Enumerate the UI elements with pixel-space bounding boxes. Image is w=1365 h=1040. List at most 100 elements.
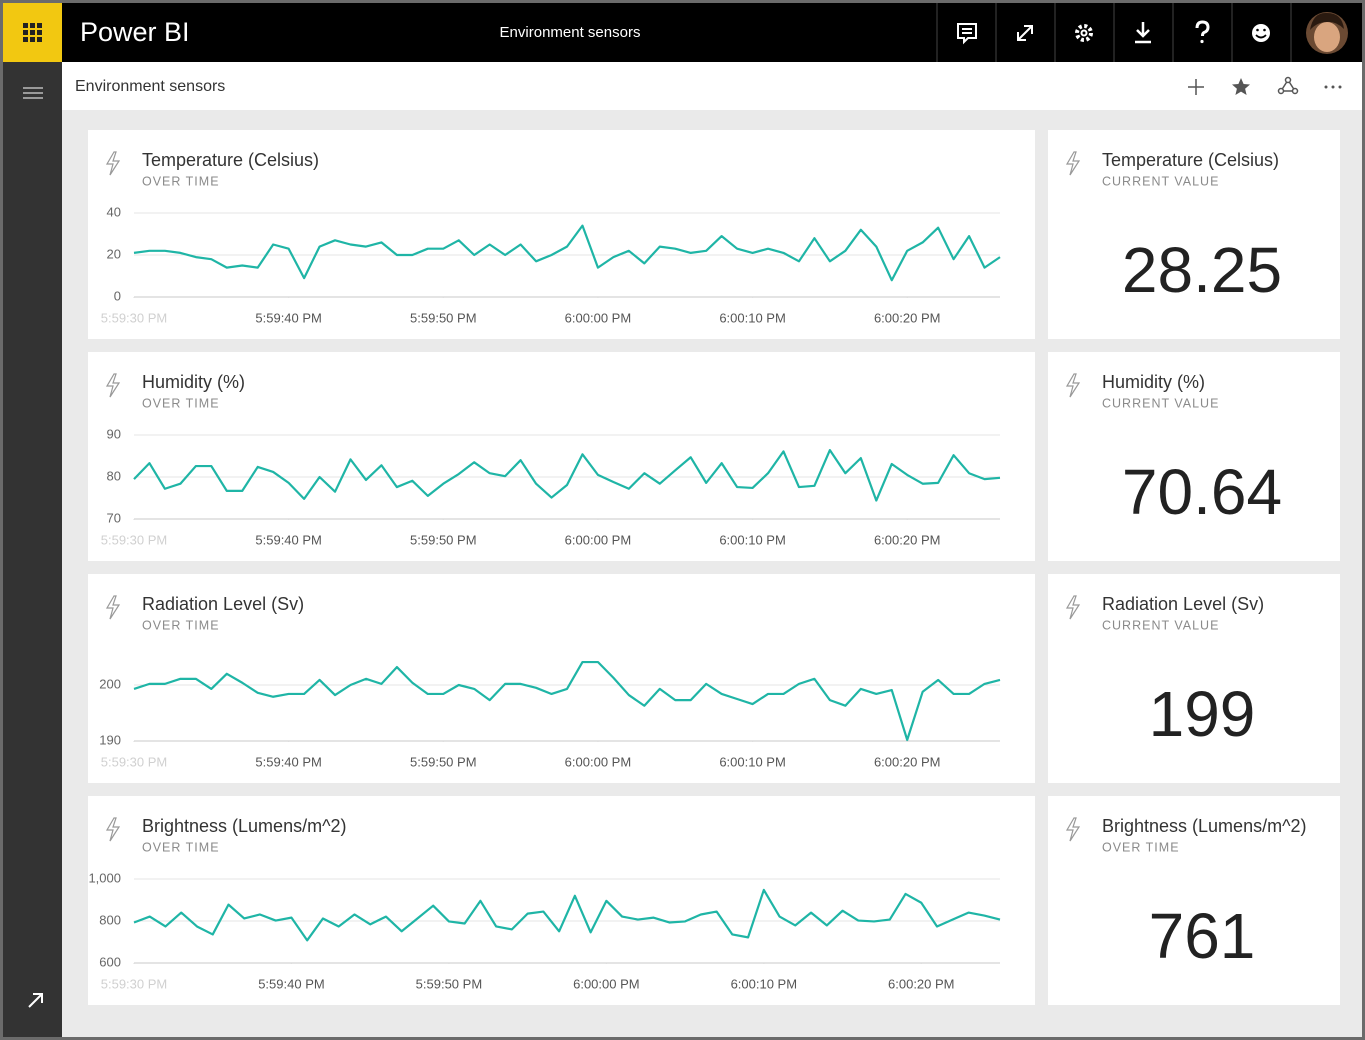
- download-icon[interactable]: [1135, 22, 1151, 44]
- action-bar: [62, 62, 1362, 110]
- y-tick-label: 70: [107, 510, 121, 525]
- streaming-icon: [1065, 151, 1081, 176]
- x-tick-label: 6:00:10 PM: [719, 310, 786, 325]
- tile-subtitle: OVER TIME: [142, 618, 220, 632]
- card-subtitle: CURRENT VALUE: [1102, 618, 1219, 632]
- y-tick-label: 600: [99, 954, 121, 969]
- y-tick-label: 1,000: [88, 870, 121, 885]
- tile-title: Humidity (%): [142, 372, 245, 392]
- tile-title: Temperature (Celsius): [142, 150, 319, 170]
- add-tile-icon[interactable]: [1188, 79, 1204, 95]
- x-tick-label: 6:00:00 PM: [565, 532, 632, 547]
- x-tick-label: 6:00:10 PM: [719, 754, 786, 769]
- tile-subtitle: OVER TIME: [142, 174, 220, 188]
- y-tick-label: 20: [107, 246, 121, 261]
- top-bar-icons: [957, 20, 1270, 45]
- fullscreen-icon[interactable]: [1017, 25, 1033, 41]
- more-options-icon[interactable]: [1324, 85, 1342, 89]
- x-tick-label: 6:00:20 PM: [874, 754, 941, 769]
- card-title: Humidity (%): [1102, 372, 1205, 392]
- share-icon[interactable]: [1279, 78, 1297, 92]
- x-tick-label: 6:00:00 PM: [573, 976, 640, 991]
- x-tick-label: 6:00:20 PM: [874, 532, 941, 547]
- tile-subtitle: OVER TIME: [142, 396, 220, 410]
- x-tick-label: 6:00:10 PM: [731, 976, 798, 991]
- x-tick-label: 6:00:20 PM: [874, 310, 941, 325]
- avatar-face: [1314, 22, 1340, 52]
- chart-tile[interactable]: [88, 130, 1035, 339]
- app-name: Power BI: [80, 17, 190, 47]
- card-tile[interactable]: [1048, 574, 1340, 783]
- feedback-smile: [1255, 34, 1267, 39]
- streaming-icon: [105, 151, 121, 176]
- x-tick-label: 5:59:50 PM: [410, 310, 477, 325]
- x-tick-label: 5:59:40 PM: [258, 976, 325, 991]
- card-tile[interactable]: [1048, 352, 1340, 561]
- feedback-eye: [1256, 28, 1259, 32]
- report-title: Environment sensors: [500, 24, 641, 41]
- feedback-eye: [1263, 28, 1266, 32]
- card-value: 28.25: [1122, 234, 1282, 306]
- y-tick-label: 40: [107, 204, 121, 219]
- data-line: [133, 660, 1001, 741]
- comment-icon[interactable]: [957, 23, 977, 45]
- top-bar: [3, 3, 1362, 62]
- y-tick-label: 200: [99, 676, 121, 691]
- y-tick-label: 800: [99, 912, 121, 927]
- card-value: 761: [1149, 900, 1256, 972]
- y-tick-label: 80: [107, 468, 121, 483]
- x-tick-label: 5:59:30 PM: [101, 754, 168, 769]
- chart-tile[interactable]: [88, 796, 1035, 1005]
- x-tick-label: 5:59:50 PM: [410, 754, 477, 769]
- x-tick-label: 6:00:00 PM: [565, 754, 632, 769]
- streaming-icon: [1065, 817, 1081, 842]
- card-title: Temperature (Celsius): [1102, 150, 1279, 170]
- nav-pane: [3, 62, 62, 1037]
- card-tile[interactable]: [1048, 130, 1340, 339]
- streaming-icon: [105, 595, 121, 620]
- card-value: 70.64: [1122, 456, 1282, 528]
- dashboard-name: Environment sensors: [75, 78, 225, 95]
- help-icon[interactable]: [1195, 20, 1210, 37]
- feedback-icon[interactable]: [1252, 24, 1270, 42]
- expand-nav-icon[interactable]: [28, 993, 43, 1008]
- streaming-icon: [105, 817, 121, 842]
- data-line: [133, 449, 1001, 502]
- help-dot: [1200, 39, 1204, 44]
- chart-tile[interactable]: [88, 352, 1035, 561]
- settings-icon[interactable]: [1075, 24, 1093, 42]
- tile-title: Radiation Level (Sv): [142, 594, 304, 614]
- favorite-icon[interactable]: [1232, 78, 1250, 95]
- x-tick-label: 6:00:00 PM: [565, 310, 632, 325]
- tile-subtitle: OVER TIME: [142, 840, 220, 854]
- streaming-icon: [1065, 373, 1081, 398]
- card-value: 199: [1149, 678, 1256, 750]
- y-tick-label: 190: [99, 732, 121, 747]
- card-title: Radiation Level (Sv): [1102, 594, 1264, 614]
- tile-title: Brightness (Lumens/m^2): [142, 816, 347, 836]
- y-tick-label: 90: [107, 426, 121, 441]
- data-line: [133, 224, 1001, 282]
- y-tick-label: 0: [114, 288, 121, 303]
- streaming-icon: [1065, 595, 1081, 620]
- nav-menu-icon[interactable]: [23, 87, 43, 99]
- card-tile[interactable]: [1048, 796, 1340, 1005]
- card-title: Brightness (Lumens/m^2): [1102, 816, 1307, 836]
- launcher-grid: [23, 23, 42, 42]
- x-tick-label: 5:59:50 PM: [410, 532, 477, 547]
- settings-hub: [1080, 29, 1088, 37]
- x-tick-label: 5:59:30 PM: [101, 532, 168, 547]
- chart-tile[interactable]: [88, 574, 1035, 783]
- x-tick-label: 5:59:40 PM: [255, 310, 322, 325]
- x-tick-label: 5:59:30 PM: [101, 976, 168, 991]
- streaming-icon: [105, 373, 121, 398]
- avatar-hair: [1310, 12, 1344, 30]
- x-tick-label: 6:00:20 PM: [888, 976, 955, 991]
- card-subtitle: OVER TIME: [1102, 840, 1180, 854]
- x-tick-label: 5:59:50 PM: [416, 976, 483, 991]
- action-icons: [1188, 76, 1299, 95]
- card-subtitle: CURRENT VALUE: [1102, 174, 1219, 188]
- x-tick-label: 5:59:30 PM: [101, 310, 168, 325]
- top-bar-dividers: [936, 3, 1292, 62]
